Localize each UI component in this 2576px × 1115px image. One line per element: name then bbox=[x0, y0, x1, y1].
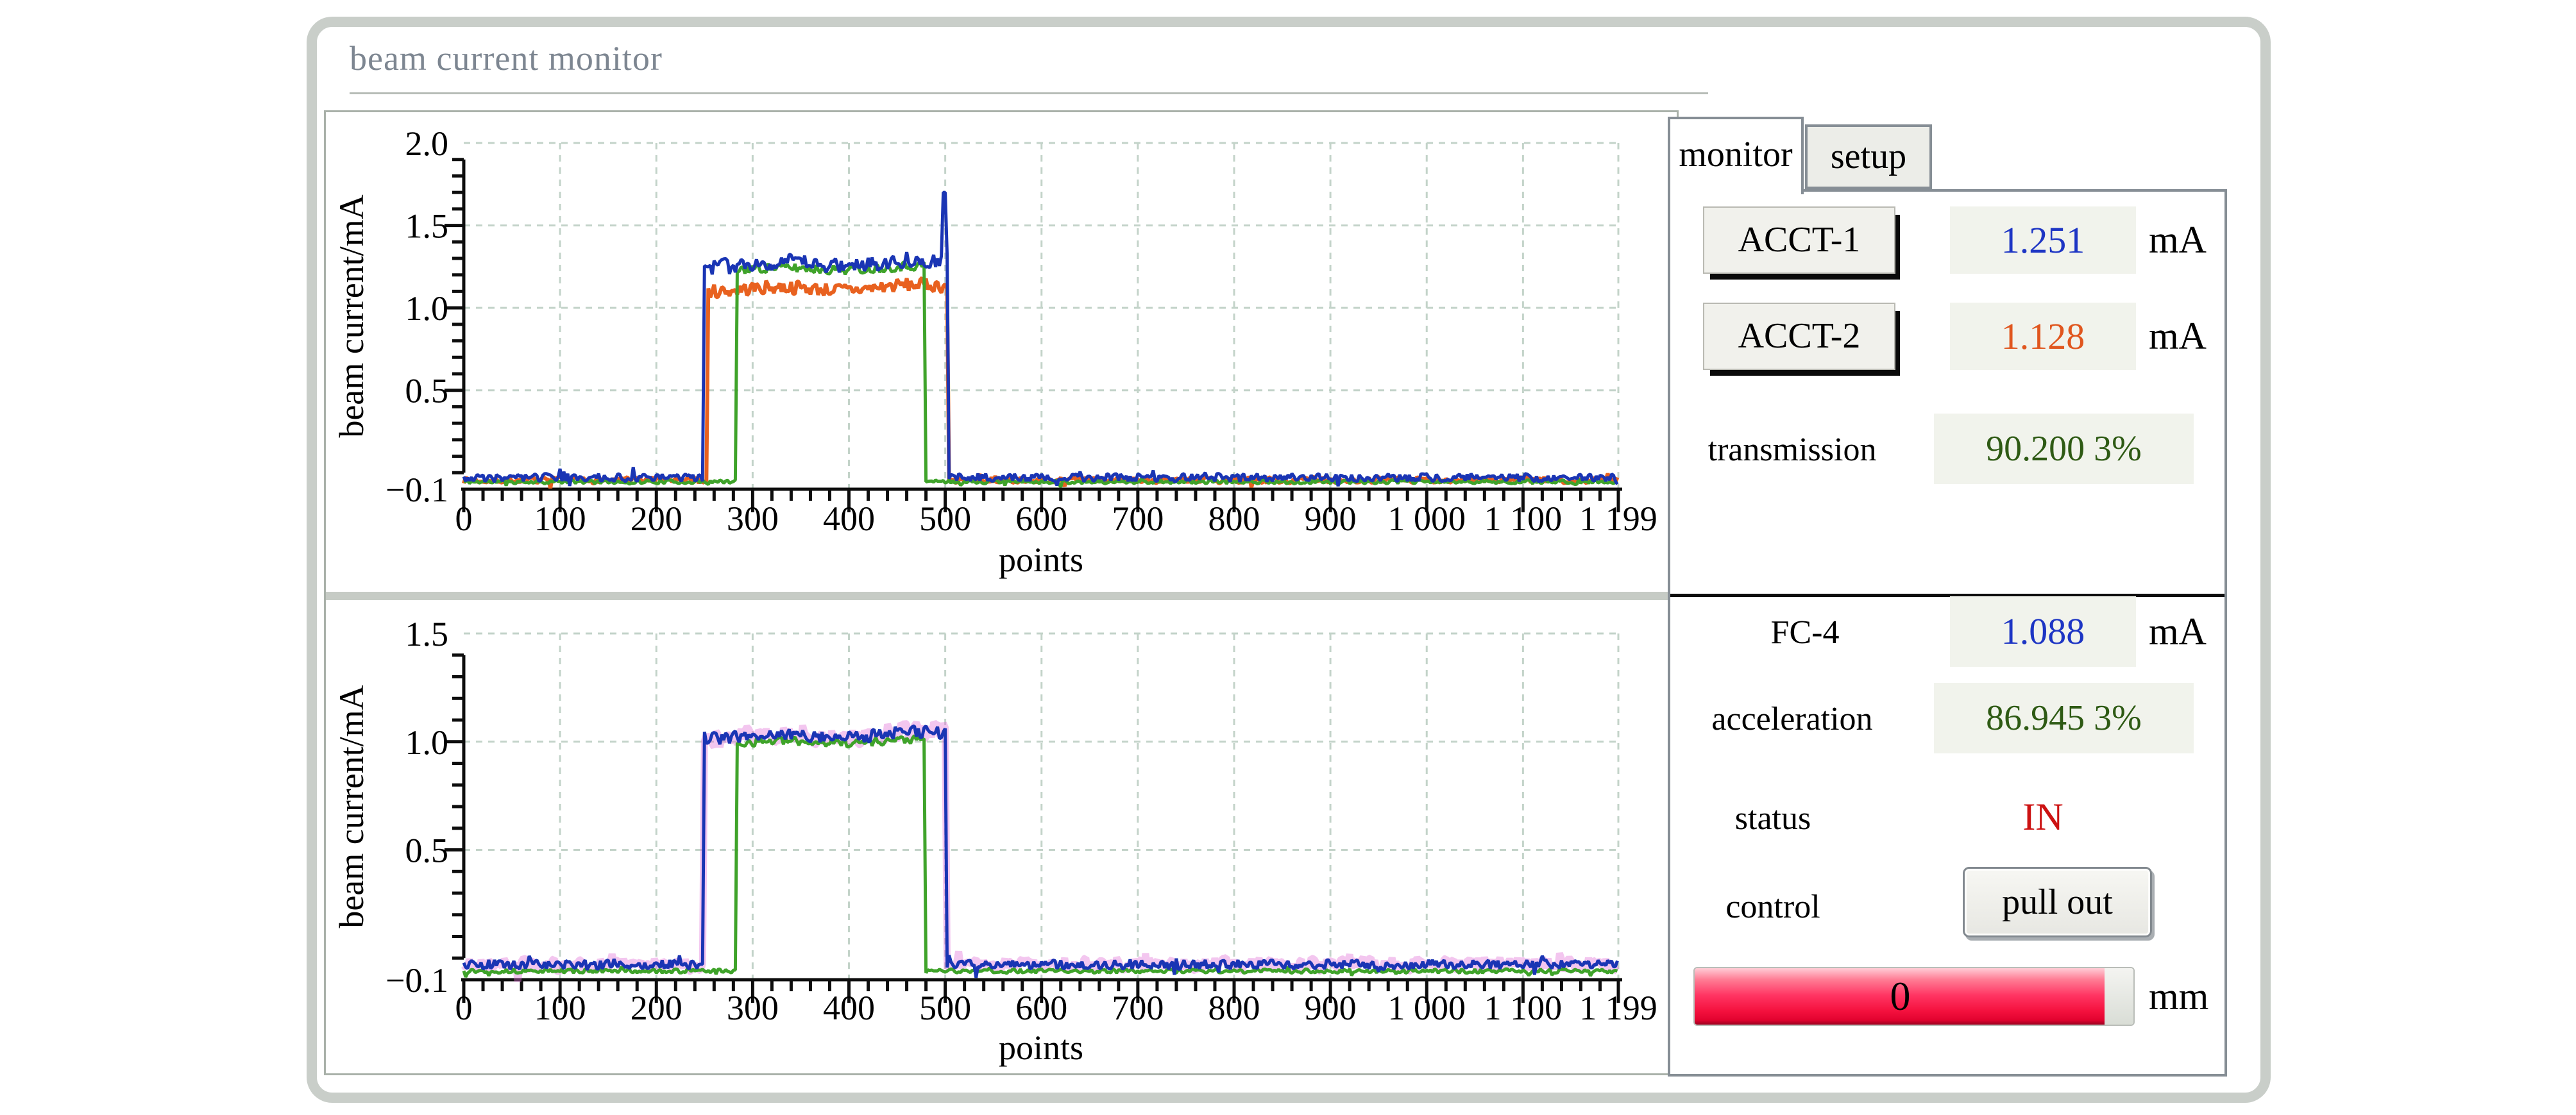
svg-text:points: points bbox=[999, 1028, 1083, 1067]
svg-text:0.5: 0.5 bbox=[405, 372, 449, 410]
position-value: 0 bbox=[1890, 973, 1911, 1019]
acct1-button[interactable]: ACCT-1 bbox=[1703, 206, 1895, 274]
acct1-unit: mA bbox=[2149, 219, 2207, 261]
window-content: beam current monitor 2.0 1.5 1.0 0.5 −0.1 0 10… bbox=[317, 27, 2260, 1093]
chart-divider bbox=[326, 592, 1677, 600]
svg-text:0: 0 bbox=[455, 499, 473, 538]
svg-text:1 100: 1 100 bbox=[1484, 989, 1563, 1027]
svg-text:700: 700 bbox=[1112, 989, 1164, 1027]
svg-text:beam current/mA: beam current/mA bbox=[332, 194, 371, 437]
fc4-chart-region: 1.5 1.0 0.5 −0.1 0 100 200 300 400 500 600 700 800 90… bbox=[326, 600, 1677, 1071]
svg-text:1 000: 1 000 bbox=[1388, 989, 1466, 1027]
page-title: beam current monitor bbox=[350, 39, 663, 78]
status-label: status bbox=[1734, 800, 1811, 837]
svg-text:900: 900 bbox=[1305, 499, 1357, 538]
svg-text:beam current/mA: beam current/mA bbox=[332, 685, 371, 928]
svg-text:2.0: 2.0 bbox=[405, 124, 449, 163]
svg-text:600: 600 bbox=[1015, 989, 1067, 1027]
svg-text:500: 500 bbox=[919, 989, 971, 1027]
fc4-value: 1.088 bbox=[1950, 596, 2136, 667]
acct2-button[interactable]: ACCT-2 bbox=[1703, 303, 1895, 370]
svg-text:300: 300 bbox=[727, 989, 779, 1027]
svg-text:600: 600 bbox=[1015, 499, 1067, 538]
svg-text:100: 100 bbox=[534, 499, 586, 538]
acct1-value: 1.251 bbox=[1950, 206, 2136, 274]
svg-text:300: 300 bbox=[727, 499, 779, 538]
svg-text:400: 400 bbox=[823, 989, 875, 1027]
svg-text:700: 700 bbox=[1112, 499, 1164, 538]
svg-text:1 199: 1 199 bbox=[1579, 499, 1657, 538]
svg-text:points: points bbox=[999, 541, 1083, 579]
status-value: IN bbox=[2022, 796, 2063, 838]
svg-text:100: 100 bbox=[534, 989, 586, 1027]
charts-panel: 2.0 1.5 1.0 0.5 −0.1 0 100 200 300 400 500 600 700 80… bbox=[324, 110, 1679, 1075]
position-slider-track-end bbox=[2105, 968, 2133, 1025]
pull-out-button[interactable]: pull out bbox=[1963, 867, 2152, 937]
tab-setup[interactable]: setup bbox=[1805, 124, 1932, 189]
svg-text:500: 500 bbox=[919, 499, 971, 538]
position-slider-fill bbox=[1695, 968, 2106, 1025]
beam-current-monitor-window: beam current monitor 2.0 1.5 1.0 0.5 −0.1 0 10… bbox=[307, 17, 2271, 1103]
svg-text:400: 400 bbox=[823, 499, 875, 538]
fc4-unit: mA bbox=[2149, 610, 2207, 653]
transmission-value: 90.200 3% bbox=[1934, 414, 2194, 484]
svg-text:−0.1: −0.1 bbox=[386, 471, 448, 509]
acceleration-value: 86.945 3% bbox=[1934, 683, 2194, 753]
svg-text:900: 900 bbox=[1305, 989, 1357, 1027]
transmission-label: transmission bbox=[1707, 432, 1877, 468]
svg-text:200: 200 bbox=[631, 499, 682, 538]
svg-text:1.5: 1.5 bbox=[405, 615, 449, 653]
svg-text:1 199: 1 199 bbox=[1579, 989, 1657, 1027]
svg-text:0.5: 0.5 bbox=[405, 832, 449, 870]
position-unit: mm bbox=[2149, 975, 2209, 1018]
section-divider bbox=[1670, 594, 2224, 597]
tab-monitor[interactable]: monitor bbox=[1668, 117, 1804, 194]
svg-text:1.0: 1.0 bbox=[405, 289, 449, 328]
svg-text:−0.1: −0.1 bbox=[386, 961, 448, 1000]
control-label: control bbox=[1725, 889, 1820, 925]
acct-chart-region: 2.0 1.5 1.0 0.5 −0.1 0 100 200 300 400 500 600 700 80… bbox=[326, 112, 1677, 592]
monitor-tab-page: ACCT-1 1.251 mA ACCT-2 1.128 mA transmis… bbox=[1668, 189, 2227, 1077]
acct2-unit: mA bbox=[2149, 315, 2207, 357]
svg-text:200: 200 bbox=[631, 989, 682, 1027]
title-underline bbox=[350, 92, 1708, 94]
svg-text:1 000: 1 000 bbox=[1388, 499, 1466, 538]
acct-waveform-chart: 2.0 1.5 1.0 0.5 −0.10 100 200 300 400 500 600 700 80… bbox=[332, 124, 1657, 579]
acceleration-label: acceleration bbox=[1711, 701, 1873, 737]
acct2-value: 1.128 bbox=[1950, 303, 2136, 370]
svg-text:800: 800 bbox=[1208, 989, 1260, 1027]
fc4-waveform-chart: 1.5 1.0 0.5 −0.10 100 200 300 400 500 600 700 800 90… bbox=[332, 615, 1657, 1067]
fc4-label: FC-4 bbox=[1770, 614, 1840, 651]
svg-text:1.0: 1.0 bbox=[405, 723, 449, 762]
svg-text:1.5: 1.5 bbox=[405, 207, 449, 246]
svg-text:1 100: 1 100 bbox=[1484, 499, 1563, 538]
svg-text:800: 800 bbox=[1208, 499, 1260, 538]
svg-text:0: 0 bbox=[455, 989, 473, 1027]
position-slider[interactable]: 0 bbox=[1693, 967, 2135, 1026]
